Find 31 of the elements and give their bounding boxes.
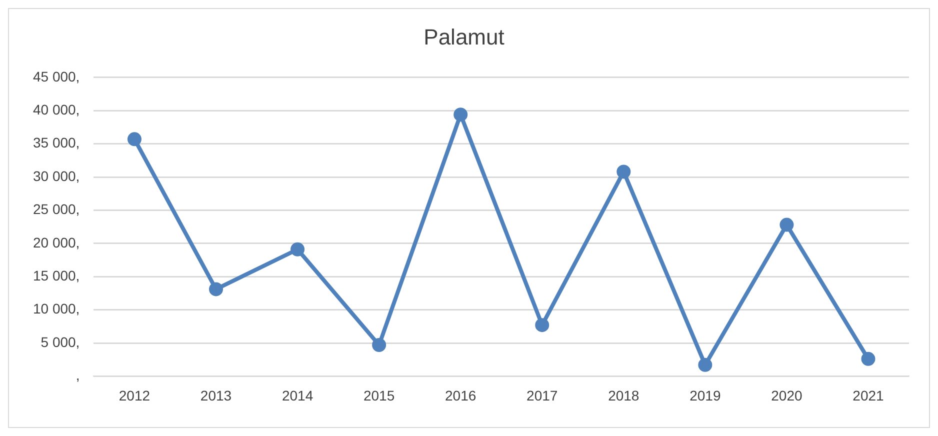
x-tick-label: 2013 bbox=[200, 387, 232, 404]
x-tick-label: 2014 bbox=[282, 387, 314, 404]
point bbox=[290, 242, 305, 256]
y-tick-label: 25 000, bbox=[32, 201, 80, 218]
y-tick-label: 20 000, bbox=[32, 234, 80, 250]
point bbox=[698, 358, 712, 372]
x-tick-label: 2020 bbox=[771, 387, 802, 404]
y-tick-label: 10 000, bbox=[32, 300, 80, 317]
point bbox=[535, 318, 550, 332]
point bbox=[780, 218, 794, 232]
x-tick-label: 2021 bbox=[852, 387, 884, 404]
y-tick-label: 30 000, bbox=[32, 168, 80, 184]
x-tick-label: 2015 bbox=[363, 387, 395, 404]
x-tick-label: 2012 bbox=[118, 387, 150, 404]
x-tick-label: 2018 bbox=[608, 387, 640, 404]
y-tick-label: 45 000, bbox=[32, 68, 80, 84]
y-tick-label: 5 000, bbox=[40, 334, 80, 350]
point bbox=[616, 164, 631, 179]
chart-title: Palamut bbox=[424, 24, 504, 50]
point bbox=[454, 108, 468, 122]
y-tick-label: 40 000, bbox=[32, 101, 80, 118]
x-tick-label: 2017 bbox=[526, 387, 558, 404]
y-tick-label: 15 000, bbox=[32, 267, 80, 284]
x-tick-label: 2016 bbox=[445, 387, 476, 404]
y-tick-label: , bbox=[76, 367, 80, 384]
x-tick-label: 2019 bbox=[690, 387, 721, 404]
point bbox=[127, 132, 142, 146]
point bbox=[209, 282, 224, 296]
point bbox=[861, 352, 876, 366]
point bbox=[372, 338, 386, 352]
y-tick-label: 35 000, bbox=[32, 134, 80, 151]
